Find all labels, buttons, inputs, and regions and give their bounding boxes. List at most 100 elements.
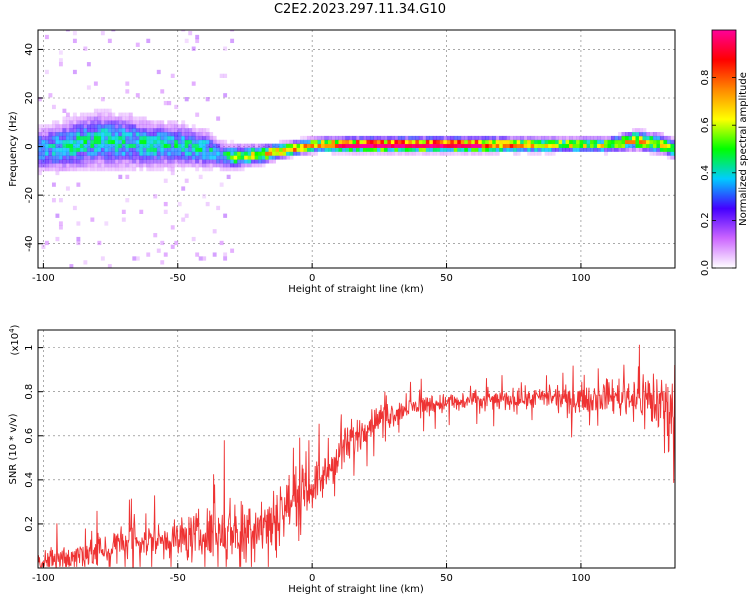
heatmap-cell — [69, 155, 74, 160]
heatmap-cell — [58, 143, 63, 148]
heatmap-cell — [583, 143, 587, 148]
heatmap-cell — [509, 143, 514, 148]
heatmap-cell — [69, 147, 74, 152]
heatmap-cell — [55, 139, 60, 145]
heatmap-cell — [223, 147, 228, 152]
heatmap-cell — [439, 135, 444, 141]
heatmap-cell — [118, 159, 123, 164]
heatmap-cell — [86, 159, 91, 164]
heatmap-cell — [478, 135, 483, 141]
heatmap-cell — [160, 151, 165, 156]
heatmap-cell — [121, 135, 126, 141]
heatmap-cell — [181, 135, 186, 141]
heatmap-cell — [415, 139, 420, 145]
heatmap-cell — [607, 135, 612, 141]
heatmap-cell — [345, 139, 350, 145]
heatmap-cell — [286, 147, 290, 152]
heatmap-cell — [125, 139, 130, 145]
heatmap-cell — [114, 124, 119, 129]
heatmap-cell — [107, 143, 112, 148]
heatmap-cell — [223, 166, 228, 172]
heatmap-cell — [55, 143, 60, 148]
heatmap-cell — [62, 143, 67, 148]
heatmap-cell — [104, 147, 109, 152]
heatmap-cell — [590, 143, 594, 148]
heatmap-cell — [296, 151, 301, 156]
heatmap-cell — [548, 139, 553, 145]
heatmap-cell — [97, 139, 102, 145]
heatmap-cell — [631, 139, 636, 145]
heatmap-cell — [341, 147, 346, 152]
heatmap-cell — [65, 112, 70, 117]
heatmap-cell — [380, 139, 385, 145]
heatmap-cell — [41, 151, 46, 156]
heatmap-cell — [383, 151, 388, 156]
x-tick-label: -50 — [170, 573, 186, 584]
heatmap-cell — [673, 151, 675, 156]
heatmap-cell — [146, 135, 151, 141]
heatmap-cell — [135, 93, 140, 98]
heatmap-cell — [293, 139, 297, 145]
heatmap-cell — [121, 209, 126, 214]
heatmap-cell — [51, 124, 56, 129]
heatmap-cell — [65, 159, 70, 164]
heatmap-cell — [72, 128, 77, 133]
heatmap-cell — [139, 155, 144, 160]
heatmap-cell — [104, 124, 109, 129]
page-title: C2E2.2023.297.11.34.G10 — [273, 2, 447, 17]
heatmap-cell — [107, 155, 112, 160]
heatmap-cell — [93, 135, 98, 141]
heatmap-cell — [153, 139, 158, 145]
heatmap-cell — [202, 143, 207, 148]
heatmap-cell — [251, 151, 256, 156]
heatmap-cell — [474, 135, 479, 141]
heatmap-cell — [163, 159, 168, 164]
heatmap-cell — [198, 256, 203, 261]
heatmap-cell — [261, 159, 266, 164]
heatmap-cell — [153, 124, 158, 129]
heatmap-cell — [251, 163, 256, 168]
heatmap-cell — [352, 143, 357, 148]
heatmap-cell — [317, 147, 322, 152]
heatmap-cell — [146, 139, 151, 145]
heatmap-cell — [198, 147, 203, 152]
heatmap-cell — [401, 151, 406, 156]
heatmap-cell — [387, 139, 392, 145]
heatmap-cell — [174, 104, 179, 110]
heatmap-cell — [58, 225, 63, 230]
heatmap-cell — [72, 166, 77, 172]
heatmap-cell — [244, 143, 249, 148]
heatmap-cell — [149, 159, 154, 164]
heatmap-cell — [212, 139, 217, 145]
heatmap-cell — [551, 147, 556, 152]
heatmap-cell — [90, 135, 95, 141]
heatmap-cell — [659, 135, 664, 141]
heatmap-cell — [114, 155, 119, 160]
heatmap-cell — [307, 147, 311, 152]
heatmap-cell — [600, 139, 605, 145]
heatmap-cell — [48, 147, 53, 152]
heatmap-cell — [62, 163, 67, 168]
heatmap-cell — [90, 217, 95, 222]
heatmap-cell — [44, 155, 49, 160]
heatmap-cell — [181, 186, 186, 191]
heatmap-cell — [300, 151, 304, 156]
heatmap-cell — [303, 143, 308, 148]
heatmap-cell — [107, 264, 112, 268]
heatmap-cell — [111, 166, 116, 172]
heatmap-cell — [83, 159, 88, 164]
heatmap-cell — [76, 155, 81, 160]
heatmap-cell — [62, 108, 67, 113]
heatmap-cell — [65, 143, 70, 148]
heatmap-cell — [125, 151, 130, 156]
heatmap-cell — [177, 132, 182, 137]
heatmap-cell — [135, 120, 140, 125]
heatmap-cell — [38, 124, 42, 129]
heatmap-cell — [429, 139, 434, 145]
heatmap-cell — [153, 147, 158, 152]
colorbar-tick-label: 0.4 — [700, 165, 711, 181]
heatmap-cell — [425, 151, 430, 156]
heatmap-cell — [593, 135, 598, 141]
x-tick-label: 50 — [440, 273, 453, 284]
heatmap-cell — [286, 151, 290, 156]
